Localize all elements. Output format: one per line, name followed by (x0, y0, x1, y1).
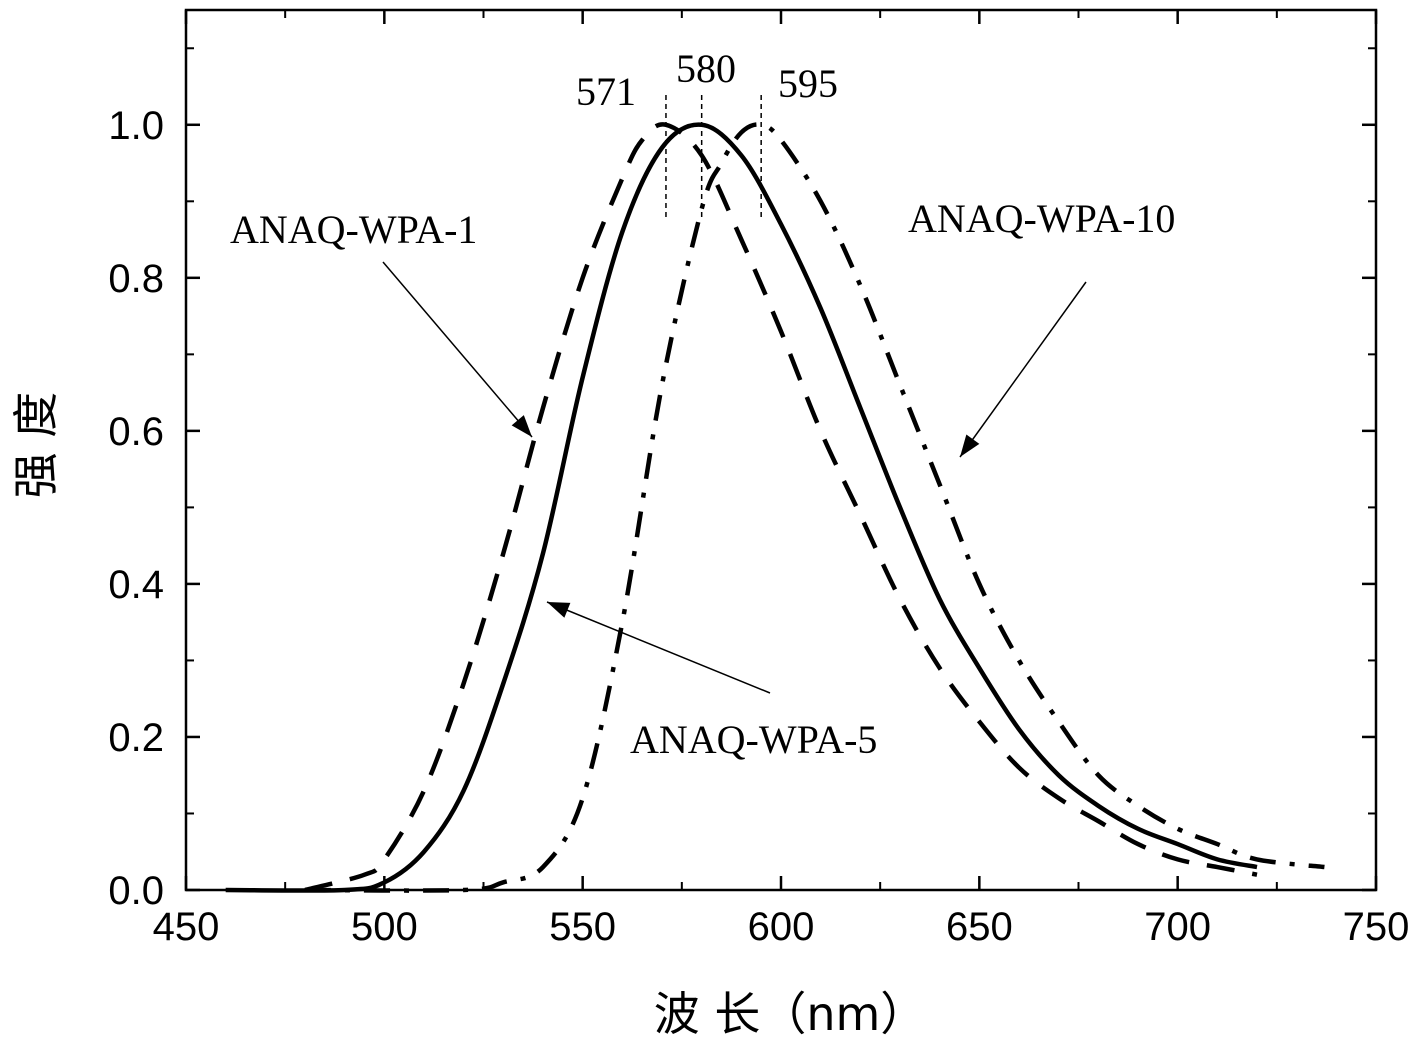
x-tick-label: 750 (1343, 905, 1410, 949)
x-tick-label: 500 (351, 905, 418, 949)
peak-label: 571 (576, 69, 636, 114)
series-line-anaq-wpa-1 (304, 122, 1258, 893)
annotation-arrow-line (959, 281, 1087, 458)
y-axis-title: 强 度 (9, 392, 63, 499)
series-line-anaq-wpa-10 (304, 122, 1325, 893)
x-axis-title: 波 长（nm） (654, 987, 927, 1041)
y-tick-label: 0.2 (108, 716, 164, 760)
x-tick-label: 600 (748, 905, 815, 949)
x-tick-label: 650 (946, 905, 1013, 949)
annotation-arrow-head (547, 602, 571, 618)
annotation-label: ANAQ-WPA-1 (230, 207, 477, 252)
annotation-label: ANAQ-WPA-5 (630, 717, 877, 762)
x-tick-label: 550 (549, 905, 616, 949)
x-tick-label: 700 (1144, 905, 1211, 949)
series-line-anaq-wpa-5 (225, 122, 1258, 893)
annotation-arrow-line (546, 601, 771, 694)
y-tick-label: 1.0 (108, 104, 164, 148)
annotation-arrow-head (511, 415, 532, 437)
annotation-arrow-head (960, 434, 980, 457)
peak-label: 595 (778, 61, 838, 106)
annotation-label: ANAQ-WPA-10 (908, 196, 1175, 241)
annotation-arrow-line (382, 261, 533, 438)
y-tick-label: 0.6 (108, 410, 164, 454)
y-tick-label: 0.8 (108, 257, 164, 301)
x-tick-label: 450 (153, 905, 220, 949)
y-tick-label: 0.0 (108, 869, 164, 913)
y-tick-label: 0.4 (108, 563, 164, 607)
peak-label: 580 (676, 46, 736, 91)
